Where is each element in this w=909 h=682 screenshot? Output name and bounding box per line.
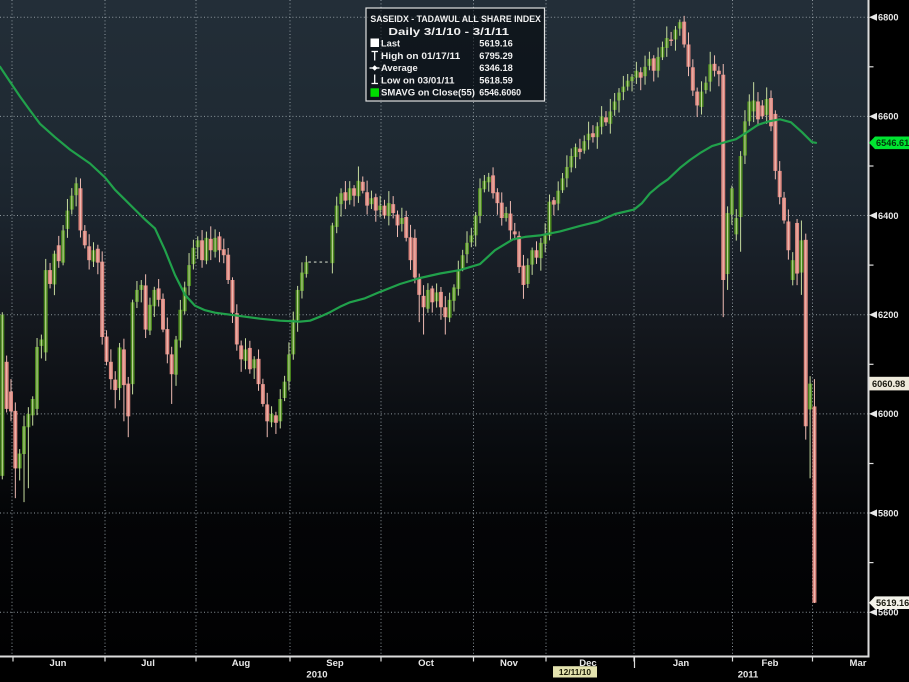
svg-text:High on 01/17/11: High on 01/17/11 [381, 51, 461, 62]
svg-text:Daily 3/1/10 - 3/1/11: Daily 3/1/10 - 3/1/11 [388, 27, 509, 38]
svg-text:5618.59: 5618.59 [479, 75, 513, 86]
svg-text:12/11/10: 12/11/10 [559, 667, 591, 677]
svg-text:6795.29: 6795.29 [479, 51, 513, 62]
svg-text:Average: Average [381, 63, 418, 74]
svg-text:6800: 6800 [878, 13, 898, 23]
svg-text:5600: 5600 [878, 608, 898, 618]
svg-text:Mar: Mar [850, 658, 867, 669]
svg-text:Dec: Dec [579, 658, 596, 669]
svg-text:6600: 6600 [878, 112, 898, 122]
svg-text:Nov: Nov [500, 658, 519, 669]
svg-text:6200: 6200 [878, 310, 898, 320]
svg-text:5619.16: 5619.16 [479, 39, 513, 50]
svg-text:2010: 2010 [306, 670, 327, 681]
svg-text:5800: 5800 [878, 508, 898, 518]
svg-text:5619.16: 5619.16 [876, 598, 909, 608]
svg-text:6000: 6000 [878, 409, 898, 419]
svg-text:6546.61: 6546.61 [876, 138, 909, 148]
svg-text:SASEIDX - TADAWUL ALL SHARE IN: SASEIDX - TADAWUL ALL SHARE INDEX [370, 14, 541, 25]
svg-text:6060.98: 6060.98 [872, 379, 905, 389]
svg-text:6400: 6400 [878, 211, 898, 221]
svg-text:Feb: Feb [762, 658, 779, 669]
svg-text:Oct: Oct [418, 658, 435, 669]
svg-text:Aug: Aug [232, 658, 251, 669]
svg-text:SMAVG on Close(55): SMAVG on Close(55) [381, 88, 475, 99]
svg-text:Jun: Jun [50, 658, 67, 669]
svg-text:6546.6060: 6546.6060 [479, 88, 521, 99]
svg-text:Low on 03/01/11: Low on 03/01/11 [381, 75, 455, 86]
svg-text:Jul: Jul [141, 658, 155, 669]
svg-text:Last: Last [381, 39, 401, 50]
svg-text:6346.18: 6346.18 [479, 63, 513, 74]
svg-text:Jan: Jan [673, 658, 690, 669]
svg-text:Sep: Sep [326, 658, 344, 669]
svg-text:2011: 2011 [738, 670, 759, 681]
